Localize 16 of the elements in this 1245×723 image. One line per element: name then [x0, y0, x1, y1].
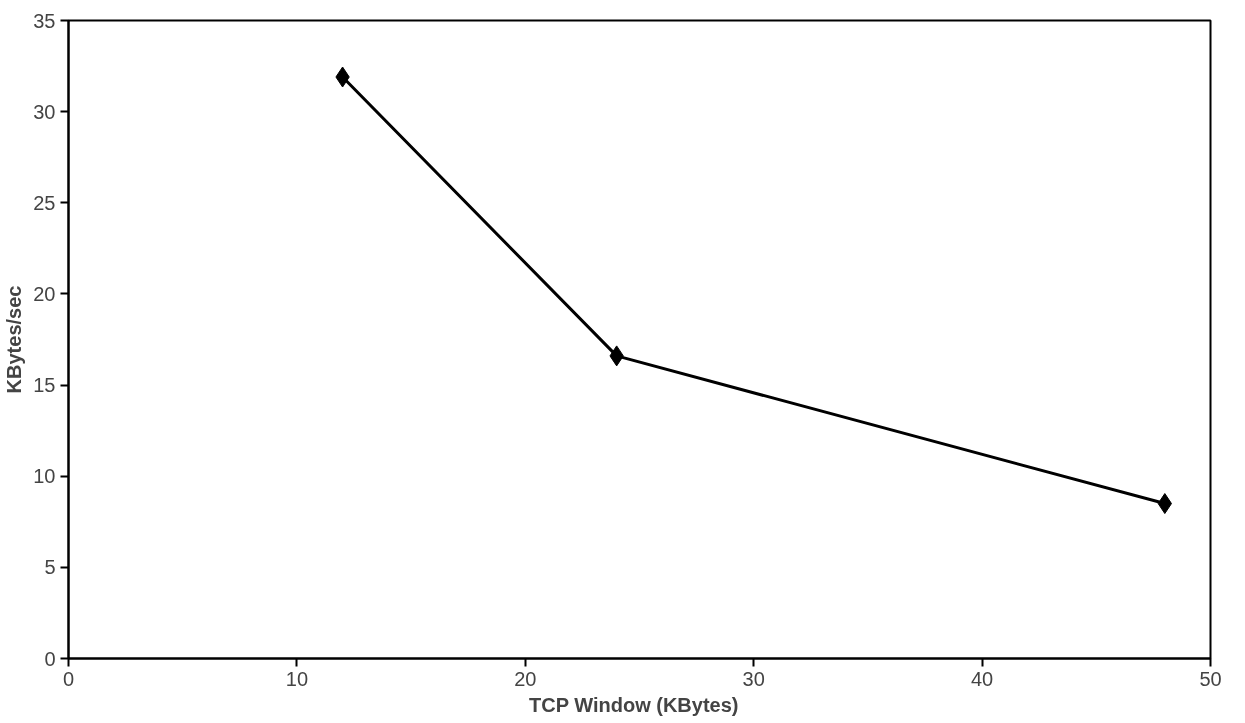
x-tick-label: 20 — [514, 667, 537, 690]
y-tick-label: 30 — [33, 100, 56, 123]
y-axis-title: KBytes/sec — [3, 285, 26, 394]
x-tick-label: 40 — [970, 667, 994, 690]
x-tick-label: 30 — [742, 667, 765, 690]
x-axis-title: TCP Window (KBytes) — [529, 693, 739, 716]
y-tick-label: 35 — [33, 9, 56, 32]
y-tick-label: 0 — [44, 647, 56, 670]
x-tick-label: 10 — [285, 667, 309, 690]
x-tick-label: 50 — [1199, 667, 1222, 690]
x-tick-label: 0 — [62, 667, 75, 690]
y-tick-label: 20 — [33, 282, 56, 305]
y-tick-label: 10 — [33, 465, 56, 488]
y-tick-label: 25 — [33, 191, 56, 214]
y-tick-label: 15 — [33, 374, 56, 397]
y-tick-label: 5 — [44, 556, 56, 579]
